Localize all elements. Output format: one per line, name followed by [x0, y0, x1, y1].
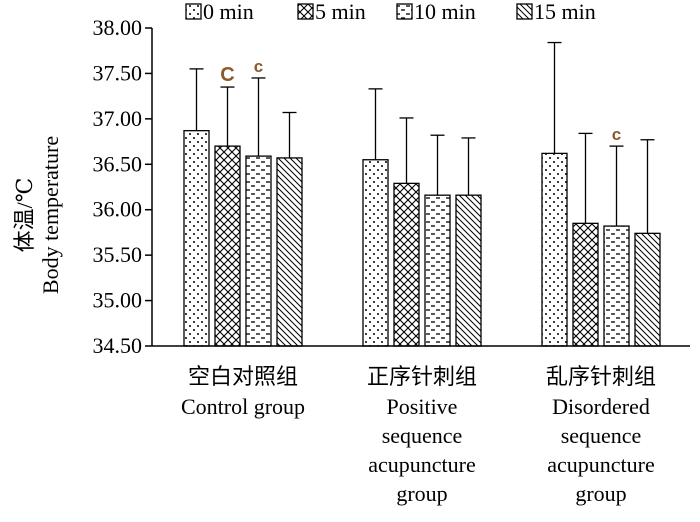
bar	[245, 155, 272, 347]
significance-mark: C	[220, 64, 234, 86]
category-label-en: sequence	[561, 423, 642, 448]
y-tick-label: 37.00	[93, 106, 143, 131]
category-label-en: acupuncture	[368, 452, 476, 477]
significance-mark: c	[612, 125, 621, 144]
legend: 0 min 5 min 10 min 15 min	[185, 0, 596, 24]
bar	[572, 222, 599, 347]
y-tick-label: 35.50	[93, 242, 143, 267]
legend-label: 5 min	[315, 0, 366, 24]
category-label-en: Disordered	[552, 394, 650, 419]
bar	[276, 157, 303, 347]
y-axis-label-cn: 体温/℃	[12, 178, 37, 253]
error-bars-layer	[189, 41, 655, 234]
legend-label: 0 min	[203, 0, 254, 24]
category-labels: 空白对照组 Control group 正序针刺组 Positive sequence a…	[181, 364, 656, 506]
category-label-en: sequence	[382, 423, 463, 448]
legend-swatch	[297, 3, 314, 20]
y-axis-label: 体温/℃ Body temperature	[12, 136, 63, 294]
category-label-en: acupuncture	[547, 452, 655, 477]
y-tick-label: 36.50	[93, 151, 143, 176]
y-tick-label: 36.00	[93, 197, 143, 222]
bar	[541, 152, 568, 347]
category-label-cn: 空白对照组	[188, 364, 298, 389]
bar	[634, 232, 661, 347]
bar	[362, 159, 389, 347]
bar	[183, 130, 210, 347]
y-tick-label: 35.00	[93, 288, 143, 313]
category-label-en: Control group	[181, 394, 305, 419]
y-tick-label: 37.50	[93, 60, 143, 85]
significance-mark: c	[254, 57, 263, 76]
category-label-cn: 乱序针刺组	[546, 364, 656, 389]
category-label-en: Positive	[387, 394, 458, 419]
y-axis: 38.00 37.50 37.00 36.50 36.00 35.50 35.00 34.50	[93, 15, 153, 358]
legend-swatch	[185, 3, 202, 20]
legend-swatch	[396, 3, 413, 20]
y-tick-label: 38.00	[93, 15, 143, 40]
category-label-en: group	[575, 481, 626, 506]
category-label-en: group	[396, 481, 447, 506]
bar	[603, 225, 630, 347]
bar	[424, 194, 451, 347]
bars-layer	[183, 130, 661, 347]
legend-label: 10 min	[414, 0, 476, 24]
bar	[393, 182, 420, 347]
y-axis-label-en: Body temperature	[38, 136, 63, 294]
legend-swatch	[516, 3, 533, 20]
bar	[455, 194, 482, 347]
y-tick-label: 34.50	[93, 333, 143, 358]
category-label-cn: 正序针刺组	[367, 364, 477, 389]
legend-label: 15 min	[534, 0, 596, 24]
bar	[214, 145, 241, 347]
